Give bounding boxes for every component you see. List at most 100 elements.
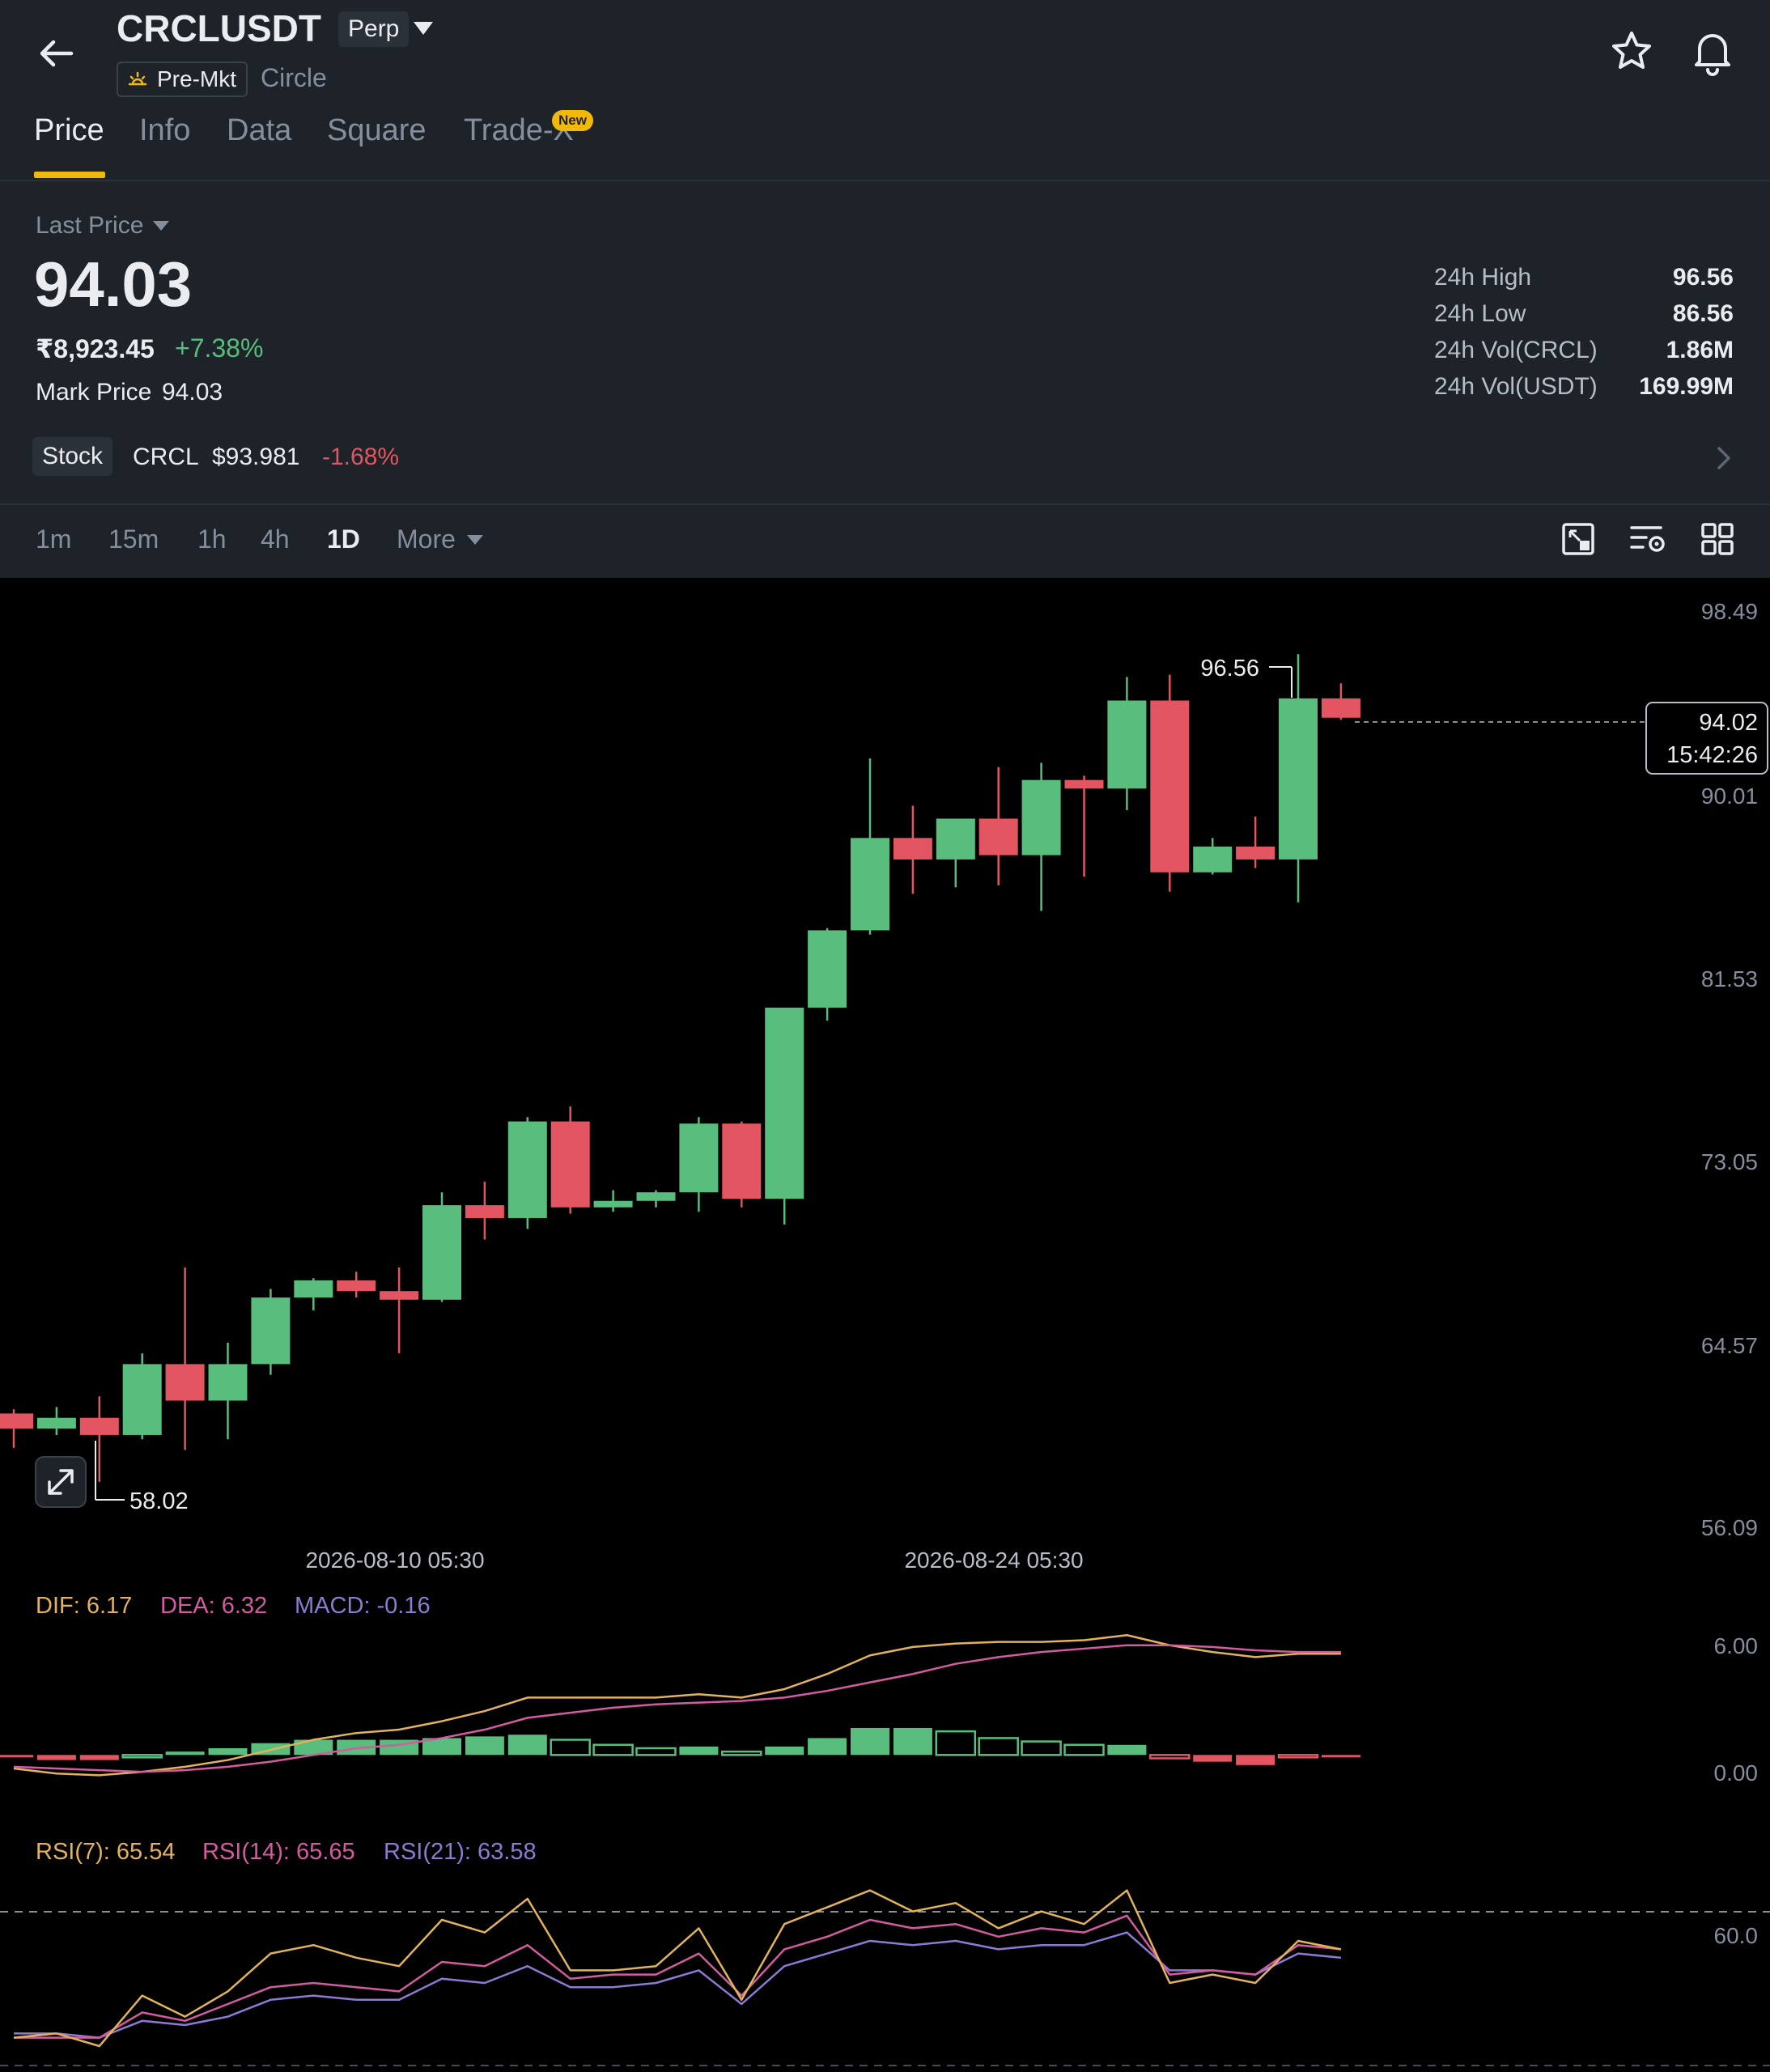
current-price-tag[interactable]: 94.02 15:42:26: [1645, 702, 1768, 775]
header-panel: [0, 0, 1770, 503]
macd-histogram-bar: [1063, 1743, 1105, 1756]
macd-histogram-bar: [1193, 1755, 1233, 1762]
candle-body: [122, 1364, 162, 1435]
change-percent: +7.38%: [175, 333, 264, 363]
timeframe-4h[interactable]: 4h: [261, 524, 290, 554]
timeframe-more[interactable]: More: [397, 524, 485, 554]
bell-icon: [1695, 34, 1730, 76]
layout-grid-icon: [1701, 523, 1734, 555]
candle-body: [1279, 698, 1318, 860]
tab-price[interactable]: Price: [34, 113, 104, 147]
sunrise-icon: [128, 71, 147, 86]
macd-histogram-bar: [36, 1755, 76, 1760]
tab-data[interactable]: Data: [227, 113, 292, 147]
timeframe-bar: [0, 505, 1770, 578]
star-icon: [1612, 32, 1651, 69]
indicator-settings-button[interactable]: [1628, 521, 1669, 561]
macd-histogram-bar: [978, 1737, 1019, 1756]
y-tick-label: 64.57: [1701, 1333, 1758, 1358]
rsi14-line: [14, 1914, 1342, 2039]
alert-button[interactable]: [1690, 28, 1735, 80]
candle-body: [1193, 846, 1233, 873]
x-tick-label: 2026-08-10 05:30: [305, 1548, 484, 1573]
macd-histogram-bar: [635, 1747, 677, 1756]
macd-histogram-bar: [1321, 1755, 1360, 1758]
premkt-label: Pre-Mkt: [157, 66, 236, 91]
high-marker-label: 96.56: [1200, 656, 1259, 681]
tab-info[interactable]: Info: [139, 113, 191, 147]
macd-histogram-bar: [1236, 1755, 1276, 1765]
macd-histogram-bar: [1107, 1744, 1147, 1756]
rsi-layer: [0, 1889, 1770, 2066]
macd-y-tick: 0.00: [1714, 1760, 1759, 1785]
rsi21-line: [14, 1931, 1342, 2039]
chevron-right-icon: [1717, 447, 1730, 469]
macd-histogram-bar: [507, 1734, 547, 1756]
tab-price-underline: [34, 172, 105, 178]
candle-body: [978, 818, 1018, 856]
dropdown-caret-icon: [414, 22, 433, 35]
y-tick-label: 81.53: [1701, 966, 1758, 991]
candle-body: [0, 1413, 33, 1429]
macd-histogram-bar: [165, 1751, 205, 1756]
timeframe-1d[interactable]: 1D: [327, 524, 360, 554]
candle-body: [294, 1280, 333, 1298]
timeframe-more-label: More: [397, 524, 456, 554]
timeframe-1h[interactable]: 1h: [197, 524, 227, 554]
current-price-value: 94.02: [1699, 710, 1758, 736]
layout-grid-button[interactable]: [1700, 521, 1735, 561]
dropdown-caret-icon: [466, 534, 483, 545]
candle-body: [251, 1297, 291, 1365]
macd-y-tick: 6.00: [1714, 1633, 1759, 1658]
macd-histogram-bar: [893, 1727, 932, 1756]
stock-row[interactable]: Stock CRCL $93.981 -1.68%: [32, 435, 1740, 481]
timeframe-1m[interactable]: 1m: [36, 524, 72, 554]
candle-body: [765, 1007, 804, 1199]
stock-ticker: CRCL: [133, 444, 199, 470]
macd-histogram-bar: [1021, 1740, 1062, 1756]
symbol-title[interactable]: CRCLUSDT: [117, 7, 321, 49]
candle-body: [165, 1364, 205, 1401]
chart-fullscreen-button[interactable]: [1560, 521, 1596, 561]
symbol-dropdown[interactable]: [411, 19, 435, 41]
candle-body: [380, 1291, 419, 1300]
favorite-button[interactable]: [1609, 29, 1654, 79]
macd-histogram-bar: [1149, 1754, 1191, 1760]
new-badge-label: New: [558, 113, 587, 128]
candle-body: [1064, 779, 1104, 789]
perp-badge-label: Perp: [348, 15, 400, 42]
stock-badge: Stock: [32, 437, 113, 476]
macd-histogram-bar: [422, 1738, 461, 1756]
expand-button[interactable]: [35, 1456, 87, 1508]
dif-line: [13, 1634, 1341, 1777]
macd-histogram-bar: [294, 1739, 333, 1756]
price-mode-selector[interactable]: Last Price: [36, 212, 171, 240]
candle-body: [1107, 700, 1147, 789]
rsi21-label: RSI(21): 63.58: [384, 1839, 537, 1865]
stat-label-vol-usdt: 24h Vol(USDT): [1434, 373, 1598, 400]
stat-value-low: 86.56: [1672, 300, 1734, 327]
candle-body: [550, 1121, 590, 1208]
stat-value-high: 96.56: [1672, 264, 1734, 291]
rsi7-line: [13, 1889, 1342, 2048]
stock-change: -1.68%: [322, 444, 400, 470]
macd-histogram-bar: [935, 1730, 977, 1756]
candle-body: [1236, 846, 1276, 860]
new-badge: New: [552, 110, 593, 131]
stat-value-vol-crcl: 1.86M: [1666, 337, 1734, 363]
macd-histogram-bar: [592, 1743, 634, 1756]
timeframe-15m[interactable]: 15m: [108, 524, 159, 554]
price-chart[interactable]: 98.49 90.01 81.53 73.05 64.57 56.09 2026…: [0, 578, 1770, 2072]
tab-square[interactable]: Square: [327, 113, 427, 147]
countdown-timer: 15:42:26: [1666, 742, 1758, 768]
inr-price: ₹8,923.45: [36, 334, 155, 363]
candles-layer: [0, 654, 1360, 1482]
candle-body: [79, 1417, 119, 1435]
mark-price-value: 94.03: [162, 379, 223, 405]
low-marker-label: 58.02: [129, 1488, 189, 1514]
candle-body: [1321, 698, 1360, 718]
candle-body: [679, 1123, 719, 1193]
back-button[interactable]: [32, 29, 81, 78]
macd-value-label: MACD: -0.16: [295, 1593, 431, 1619]
stock-price: $93.981: [212, 444, 300, 470]
